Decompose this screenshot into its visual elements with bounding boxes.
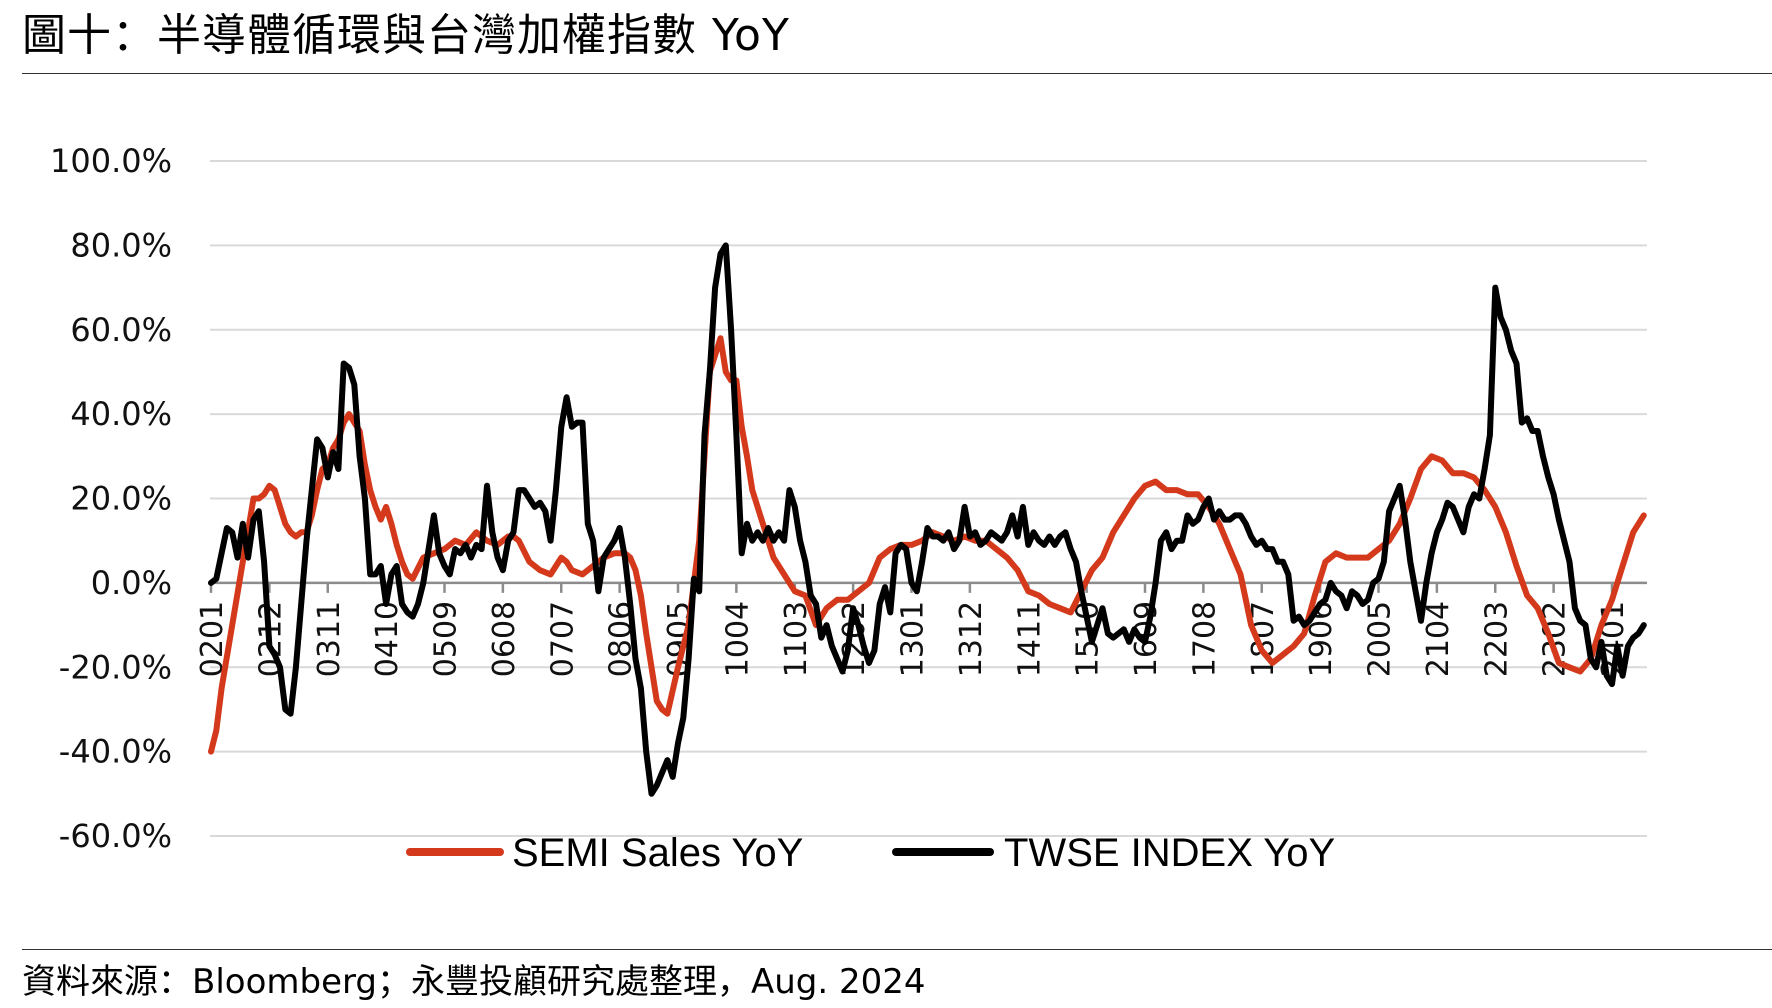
x-tick-label: 0707: [545, 601, 580, 677]
line-chart: 100.0% 80.0% 60.0% 40.0% 20.0% 0.0% -20.0% -40.…: [50, 142, 1647, 875]
x-tick-label: 2203: [1479, 601, 1514, 677]
y-tick-label: -40.0%: [59, 733, 172, 771]
y-tick-label: 0.0%: [91, 564, 172, 602]
source-note: 資料來源：Bloomberg；永豐投顧研究處整理，Aug. 2024: [22, 962, 926, 1002]
x-tick-label: 2005: [1363, 601, 1398, 677]
chart-title: 圖十：半導體循環與台灣加權指數 YoY: [22, 10, 790, 61]
series-line-twse-index: [208, 242, 1647, 797]
footer-divider: [22, 949, 1772, 950]
x-tick-label: 0311: [312, 601, 347, 677]
y-tick-label: 60.0%: [70, 311, 172, 349]
y-tick-label: 80.0%: [70, 226, 172, 264]
x-tick-label: 1004: [720, 601, 755, 677]
x-axis: 0201 0212 0311 0410 0509 0608 0707 0806 0905 1004…: [195, 581, 1647, 677]
x-tick-label: 0509: [429, 601, 464, 677]
y-tick-label: 100.0%: [50, 142, 172, 180]
legend: SEMI Sales YoY TWSE INDEX YoY: [406, 831, 1335, 875]
title-divider: [22, 73, 1772, 74]
legend-label-semi: SEMI Sales YoY: [512, 831, 803, 875]
y-axis-ticks: 100.0% 80.0% 60.0% 40.0% 20.0% 0.0% -20.0% -40.…: [50, 142, 172, 855]
y-tick-label: 20.0%: [70, 480, 172, 518]
gridlines: [210, 160, 1647, 837]
x-tick-label: 2104: [1421, 601, 1456, 677]
y-tick-label: 40.0%: [70, 395, 172, 433]
legend-label-twse: TWSE INDEX YoY: [1004, 831, 1335, 875]
x-tick-label: 1301: [896, 601, 931, 677]
x-tick-label: 1708: [1187, 601, 1222, 677]
y-tick-label: -20.0%: [59, 648, 172, 686]
series-lines: [208, 242, 1647, 797]
x-tick-label: 1103: [779, 601, 814, 677]
series-line-semi-sales: [208, 335, 1647, 755]
y-tick-label: -60.0%: [59, 817, 172, 855]
x-tick-label: 1411: [1012, 601, 1047, 677]
x-tick-label: 0410: [370, 601, 405, 677]
x-tick-label: 1312: [954, 601, 989, 677]
x-tick-label: 0608: [487, 601, 522, 677]
